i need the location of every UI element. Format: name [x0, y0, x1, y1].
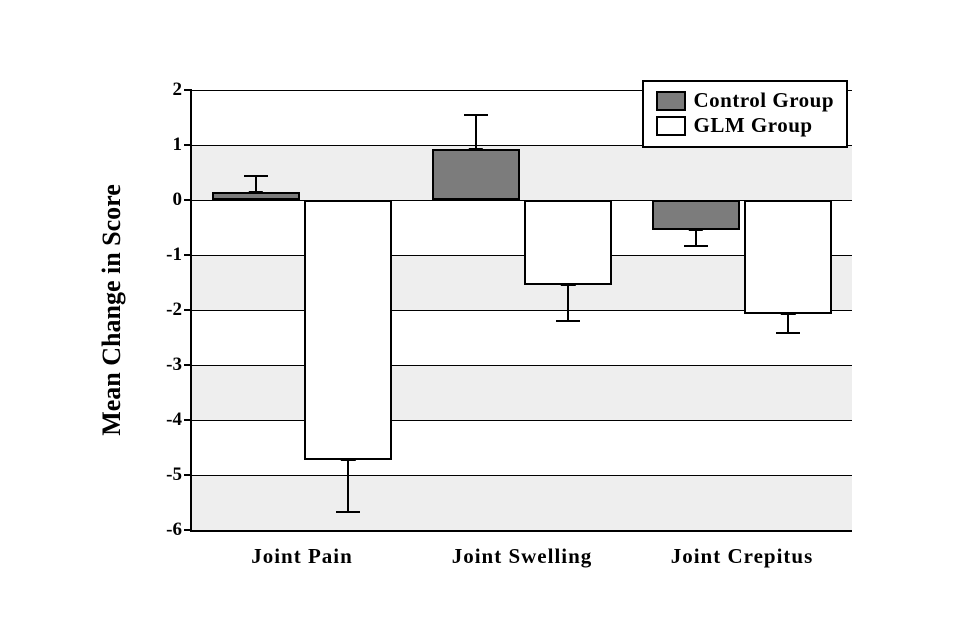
gridline: [192, 475, 852, 476]
error-bar-cap: [776, 332, 800, 334]
y-tick-label: -2: [166, 299, 192, 321]
error-bar-cap: [336, 511, 360, 513]
bar: [432, 149, 520, 200]
legend-row: GLM Group: [656, 113, 835, 138]
error-bar-stem: [787, 314, 789, 332]
legend: Control GroupGLM Group: [642, 80, 849, 148]
legend-label: Control Group: [694, 88, 835, 113]
error-bar-cap-base: [341, 459, 355, 461]
error-bar-cap-base: [249, 191, 263, 193]
error-bar-cap: [556, 320, 580, 322]
x-category-label: Joint Swelling: [452, 530, 593, 569]
y-tick-label: 1: [173, 134, 193, 156]
error-bar-stem: [347, 460, 349, 512]
bar: [744, 200, 832, 314]
grid-band: [192, 420, 852, 475]
error-bar-cap-base: [689, 229, 703, 231]
bar: [524, 200, 612, 285]
grid-band: [192, 475, 852, 530]
error-bar-stem: [567, 285, 569, 321]
error-bar-cap-base: [469, 148, 483, 150]
error-bar-stem: [255, 176, 257, 191]
legend-swatch: [656, 116, 686, 136]
error-bar-cap: [244, 175, 268, 177]
y-tick-label: -4: [166, 409, 192, 431]
plot-area: -6-5-4-3-2-1012Joint PainJoint SwellingJ…: [190, 90, 852, 532]
y-tick-label: -1: [166, 244, 192, 266]
y-tick-label: 0: [173, 189, 193, 211]
legend-row: Control Group: [656, 88, 835, 113]
y-tick-label: -6: [166, 519, 192, 541]
y-axis-title: Mean Change in Score: [97, 184, 127, 436]
error-bar-cap-base: [781, 313, 795, 315]
error-bar-stem: [475, 115, 477, 149]
error-bar-cap-base: [561, 284, 575, 286]
gridline: [192, 420, 852, 421]
x-category-label: Joint Pain: [251, 530, 353, 569]
y-tick-label: 2: [173, 79, 193, 101]
error-bar-cap: [464, 114, 488, 116]
error-bar-cap: [684, 245, 708, 247]
error-bar-stem: [695, 230, 697, 245]
grid-band: [192, 365, 852, 420]
bar: [652, 200, 740, 230]
bar: [212, 192, 300, 200]
y-tick-label: -5: [166, 464, 192, 486]
legend-swatch: [656, 91, 686, 111]
x-category-label: Joint Crepitus: [671, 530, 814, 569]
grid-band: [192, 310, 852, 365]
y-tick-label: -3: [166, 354, 192, 376]
legend-label: GLM Group: [694, 113, 813, 138]
bar: [304, 200, 392, 460]
gridline: [192, 365, 852, 366]
